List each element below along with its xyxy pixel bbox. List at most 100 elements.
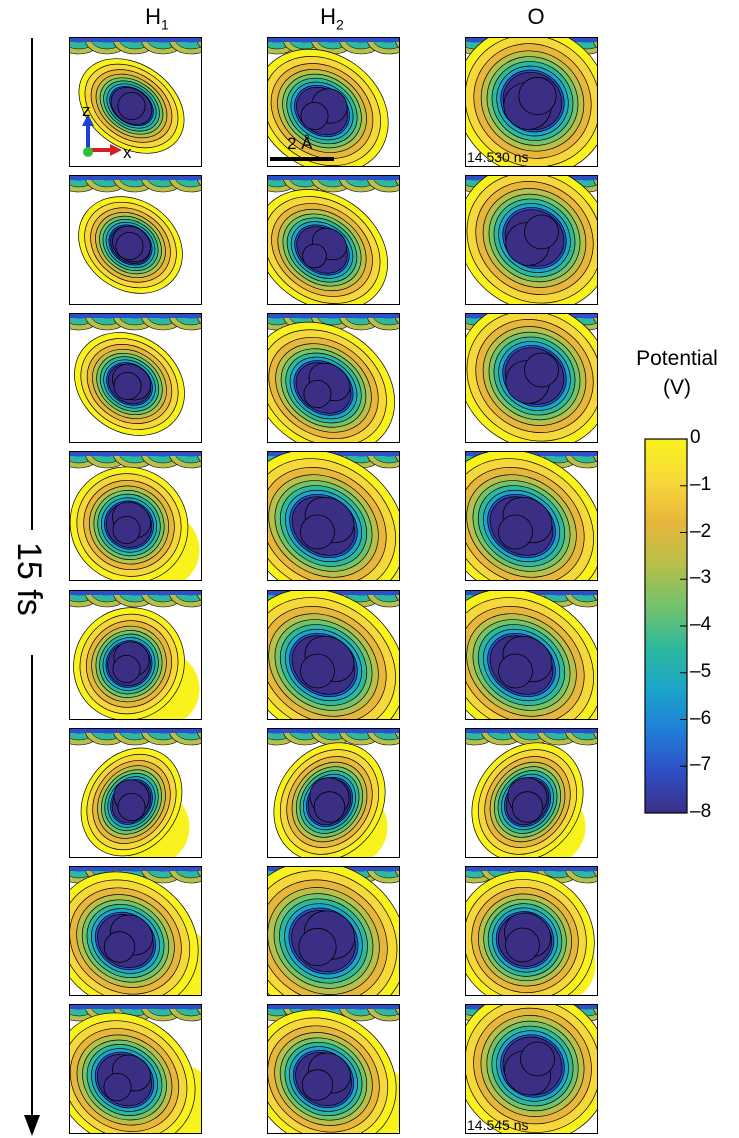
molecule-contours [267, 590, 400, 720]
panel-frame [465, 175, 598, 305]
panel-frame [465, 866, 598, 996]
potential-panel [465, 37, 598, 167]
molecule-contours [465, 1004, 598, 1134]
molecule-contours [267, 321, 396, 443]
column-header-o: O [496, 4, 576, 32]
surface-band [267, 728, 400, 746]
molecule-contours [267, 451, 400, 581]
colorbar-title-line1: Potential [636, 347, 718, 370]
potential-panel [267, 728, 400, 858]
potential-panel [465, 313, 598, 443]
panel-frame [267, 37, 400, 167]
panel-frame [69, 590, 202, 720]
potential-panel [69, 175, 202, 305]
column-header-h1: H1 [117, 4, 197, 32]
axes-indicator: z x [82, 104, 132, 162]
surface-band [69, 175, 202, 193]
panel-frame [69, 313, 202, 443]
surface-band [69, 451, 202, 469]
time-arrow-head [24, 1115, 40, 1136]
panel-frame [465, 1004, 598, 1134]
molecule-contours [69, 466, 200, 581]
panel-frame [267, 1004, 400, 1134]
potential-panel [267, 1004, 400, 1134]
colorbar [644, 438, 688, 814]
timestamp-first: 14.530 ns [467, 149, 529, 165]
molecule-contours [267, 1009, 400, 1134]
molecule-contours [78, 58, 185, 154]
potential-panel [465, 866, 598, 996]
panel-frame [69, 451, 202, 581]
colorbar-tick-label: –8 [690, 801, 712, 822]
potential-panel [465, 728, 598, 858]
molecule-contours [73, 607, 200, 720]
panel-frame [69, 728, 202, 858]
potential-panel [267, 313, 400, 443]
colorbar-tick-label: –1 [690, 473, 712, 495]
potential-panel [69, 451, 202, 581]
column-header-h1-sub: 1 [161, 16, 169, 33]
y-axis-dot [83, 147, 93, 157]
surface-band [69, 866, 202, 884]
z-axis-arrowhead [82, 114, 94, 126]
colorbar-tick-label: –5 [690, 660, 712, 682]
potential-panel [267, 175, 400, 305]
time-arrow [24, 38, 40, 1136]
surface-band [267, 37, 400, 55]
panel-frame [69, 37, 202, 167]
potential-panel [69, 590, 202, 720]
molecule-contours [273, 742, 388, 858]
colorbar-title: Potential (V) [622, 344, 732, 403]
panel-frame [267, 590, 400, 720]
potential-panel [69, 1004, 202, 1134]
molecule-contours [267, 48, 389, 167]
molecule-contours [465, 175, 598, 305]
panel-frame [465, 451, 598, 581]
colorbar-title-line2: (V) [663, 376, 691, 400]
molecule-contours [465, 871, 596, 996]
panel-frame [465, 728, 598, 858]
molecule-contours [465, 313, 598, 443]
panel-frame [465, 37, 598, 167]
potential-panel [69, 37, 202, 167]
potential-panel [267, 37, 400, 167]
colorbar-tick-label: –3 [690, 567, 712, 589]
potential-panel [69, 728, 202, 858]
colorbar-tick-label: –6 [690, 707, 712, 729]
molecule-contours [69, 1012, 202, 1134]
scale-bar [270, 157, 334, 161]
molecule-contours [465, 451, 598, 581]
colorbar-tick-label: –7 [690, 754, 712, 776]
molecule-contours [74, 332, 185, 436]
panel-grid [69, 37, 598, 1134]
panel-frame [69, 175, 202, 305]
molecule-contours [267, 866, 400, 996]
molecule-contours [80, 747, 190, 858]
molecule-contours [69, 871, 202, 996]
potential-panel [267, 451, 400, 581]
molecule-contours [471, 742, 586, 858]
molecule-contours [267, 189, 388, 305]
column-header-h2: H2 [292, 4, 372, 32]
surface-band [69, 590, 202, 608]
column-header-h1-main: H [145, 4, 162, 29]
panel-frame [267, 313, 400, 443]
surface-band [69, 313, 202, 331]
column-header-h2-sub: 2 [336, 16, 344, 33]
colorbar-tick-marks [680, 438, 687, 814]
potential-panel [69, 866, 202, 996]
timestamp-last: 14.545 ns [467, 1117, 529, 1133]
scale-bar-label: 2 Å [287, 134, 313, 153]
panel-frame [465, 590, 598, 720]
panel-frame [267, 728, 400, 858]
potential-panel [267, 590, 400, 720]
molecule-contours [465, 590, 598, 720]
panel-frame [267, 866, 400, 996]
x-axis-arrowhead [110, 144, 122, 156]
column-header-h2-main: H [320, 4, 337, 29]
z-axis-label: z [82, 104, 91, 120]
potential-panel [465, 451, 598, 581]
panel-frame [465, 313, 598, 443]
column-header-o-main: O [527, 4, 545, 29]
